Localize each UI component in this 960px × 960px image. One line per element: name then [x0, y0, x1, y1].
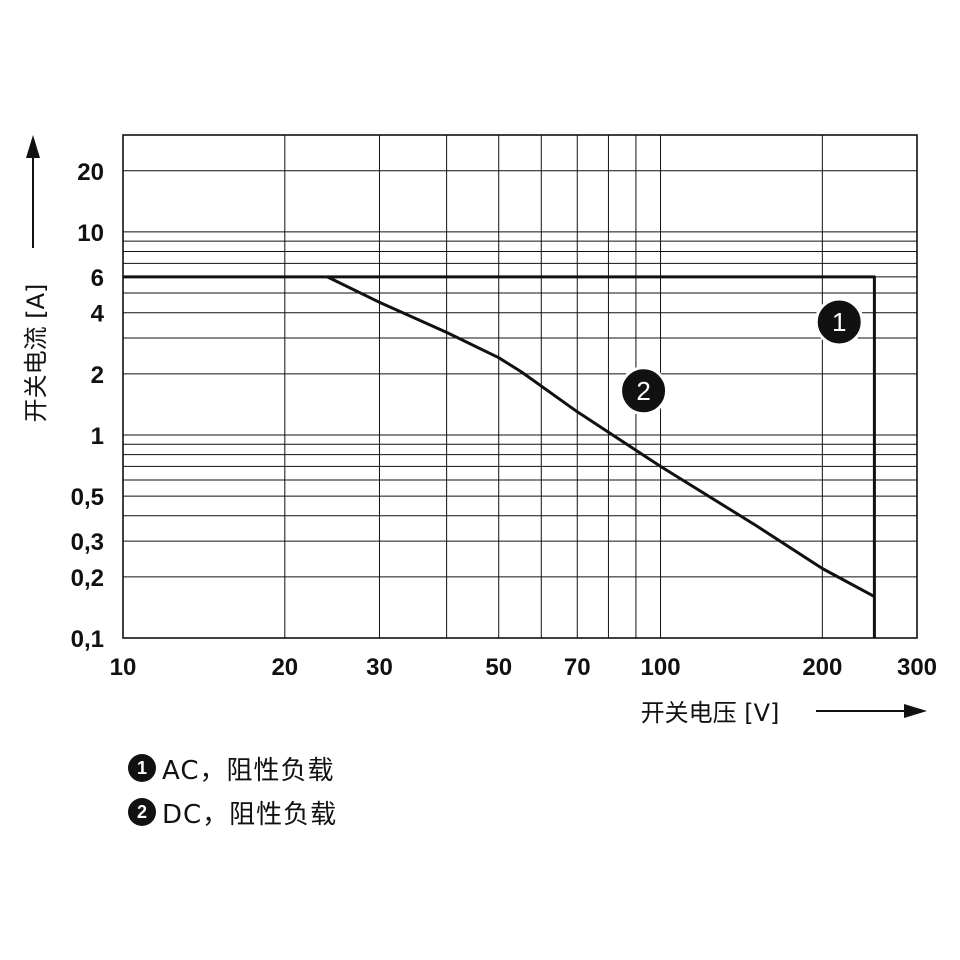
y-tick-label: 1: [91, 423, 104, 450]
series-line-1: [123, 275, 876, 638]
legend-text: DC，阻性负载: [162, 799, 338, 830]
legend: 1 AC，阻性负载 2 DC，阻性负载: [128, 746, 337, 834]
y-tick-label: 0,3: [71, 529, 104, 556]
x-tick-label: 50: [485, 654, 512, 681]
y-tick-label: 4: [91, 301, 105, 328]
x-axis-label: 开关电压 [V]: [641, 699, 780, 727]
y-tick-label: 2: [91, 362, 104, 389]
x-tick-label: 10: [110, 654, 137, 681]
series-marker-circle: [619, 366, 669, 416]
legend-item: 1 AC，阻性负载: [128, 746, 337, 790]
grid: [123, 135, 917, 638]
legend-text: AC，阻性负载: [162, 755, 335, 786]
x-tick-label: 70: [564, 654, 591, 681]
y-tick-label: 10: [77, 220, 104, 247]
legend-item: 2 DC，阻性负载: [128, 790, 337, 834]
x-tick-label: 20: [271, 654, 298, 681]
y-axis-arrowhead-icon: [26, 135, 40, 158]
x-axis-arrowhead-icon: [904, 704, 927, 718]
series-markers: 12: [619, 297, 864, 416]
series-line-2: [326, 275, 876, 598]
legend-marker-icon: 1: [128, 754, 156, 782]
y-tick-label: 0,2: [71, 565, 104, 592]
x-tick-label: 100: [641, 654, 681, 681]
y-axis-label: 开关电流 [A]: [22, 284, 50, 423]
x-tick-label: 200: [802, 654, 842, 681]
x-tick-label: 300: [897, 654, 937, 681]
series-marker-label: 1: [832, 307, 846, 337]
series-marker-label: 2: [636, 376, 650, 406]
x-tick-label: 30: [366, 654, 393, 681]
y-tick-label: 20: [77, 159, 104, 186]
y-tick-label: 0,5: [71, 484, 104, 511]
legend-marker-icon: 2: [128, 798, 156, 826]
series-marker-circle: [814, 297, 864, 347]
y-tick-label: 0,1: [71, 626, 104, 653]
series-layer: [123, 275, 876, 638]
plot-frame: [122, 134, 918, 639]
y-tick-label: 6: [91, 265, 104, 292]
